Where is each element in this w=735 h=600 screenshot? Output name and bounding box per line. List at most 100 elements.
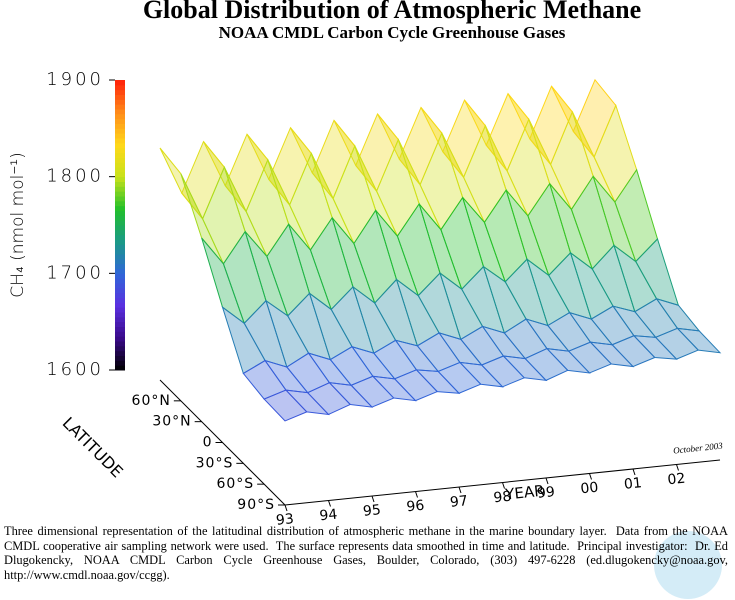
color-bar-segment	[115, 258, 125, 265]
color-bar-segment	[115, 312, 125, 318]
x-tick-label: 95	[362, 502, 381, 520]
color-bar-segment	[115, 99, 125, 105]
color-bar-segment	[115, 157, 125, 163]
color-bar-segment	[115, 254, 125, 260]
color-bar-segment	[115, 273, 125, 279]
x-tick	[415, 491, 418, 498]
color-bar-segment	[115, 287, 125, 294]
y-axis-label: LATITUDE	[59, 413, 127, 481]
z-tick-label: 1800	[46, 166, 104, 187]
x-tick-label: 99	[536, 484, 555, 502]
color-bar-segment	[115, 331, 125, 337]
z-axis-label: CH₄ (nmol mol⁻¹)	[8, 152, 28, 297]
color-bar-segment	[115, 365, 125, 371]
color-bar-segment	[115, 278, 125, 284]
x-tick-label: 94	[319, 507, 338, 525]
color-bar-segment	[115, 345, 125, 352]
color-bar-segment	[115, 297, 125, 303]
y-tick-label: 60°N	[132, 393, 171, 409]
color-bar-segment	[115, 152, 125, 158]
color-bar-segment	[115, 191, 125, 197]
color-bar-segment	[115, 142, 125, 149]
x-tick-label: 00	[580, 480, 599, 498]
x-tick	[371, 495, 375, 503]
x-tick	[284, 504, 288, 512]
color-bar-segment	[115, 123, 125, 129]
x-tick	[545, 477, 549, 485]
color-bar-segment	[115, 84, 125, 91]
y-tick-label: 30°S	[196, 455, 234, 471]
y-tick-label: 60°S	[216, 476, 254, 492]
color-bar-segment	[115, 302, 125, 308]
color-bar-segment	[115, 171, 125, 178]
color-bar-segment	[115, 336, 125, 342]
color-bar-segment	[115, 80, 125, 86]
color-bar-segment	[115, 341, 125, 347]
x-tick	[328, 500, 331, 507]
color-bar-segment	[115, 215, 125, 221]
color-bar-segment	[115, 138, 125, 144]
x-tick-label: 93	[275, 511, 294, 529]
color-bar-segment	[115, 316, 125, 323]
x-tick	[458, 486, 462, 494]
color-bar-segment	[115, 128, 125, 134]
color-bar-segment	[115, 321, 125, 327]
y-tick-label: 0	[203, 435, 213, 451]
color-bar-segment	[115, 268, 125, 274]
x-tick-label: 01	[623, 475, 642, 493]
z-tick-label: 1600	[46, 359, 104, 380]
color-bar-segment	[115, 220, 125, 226]
color-bar-segment	[115, 94, 125, 100]
color-bar-segment	[115, 147, 125, 153]
color-bar-segment	[115, 360, 125, 366]
color-bar-segment	[115, 249, 125, 255]
color-bar-segment	[115, 205, 125, 211]
x-tick	[632, 468, 636, 476]
x-tick-label: 97	[449, 493, 468, 511]
color-bar-segment	[115, 181, 125, 187]
x-tick	[589, 473, 592, 480]
color-bar-segment	[115, 186, 125, 192]
color-bar-segment	[115, 167, 125, 173]
color-bar-segment	[115, 196, 125, 202]
color-bar-segment	[115, 109, 125, 115]
annotation: October 2003	[673, 440, 724, 455]
x-tick	[502, 482, 505, 489]
y-tick-label: 30°N	[152, 414, 191, 430]
color-bar-segment	[115, 350, 125, 356]
x-tick-label: 98	[493, 489, 512, 507]
chart-title: Global Distribution of Atmospheric Metha…	[143, 0, 641, 24]
color-bar-segment	[115, 133, 125, 139]
color-bar-segment	[115, 118, 125, 124]
color-bar-segment	[115, 283, 125, 289]
color-bar-segment	[115, 229, 125, 236]
z-tick-label: 1700	[46, 262, 104, 283]
color-bar-segment	[115, 326, 125, 332]
chart-subtitle: NOAA CMDL Carbon Cycle Greenhouse Gases	[219, 23, 566, 42]
x-tick	[676, 464, 679, 471]
color-bar-segment	[115, 113, 125, 120]
color-bar-segment	[115, 162, 125, 168]
surface-cell	[263, 389, 308, 422]
x-tick-label: 96	[406, 498, 425, 516]
z-tick-label: 1900	[46, 69, 104, 90]
color-bar-segment	[115, 244, 125, 250]
color-bar-segment	[115, 263, 125, 269]
color-bar-segment	[115, 176, 125, 182]
color-bar-segment	[115, 239, 125, 245]
x-tick-label: 02	[667, 471, 686, 489]
color-bar-segment	[115, 210, 125, 216]
color-bar-segment	[115, 89, 125, 95]
color-bar-segment	[115, 292, 125, 298]
color-bar-segment	[115, 200, 125, 207]
y-tick-label: 90°S	[237, 497, 275, 513]
caption: Three dimensional representation of the …	[4, 524, 732, 582]
x-axis-label: YEAR	[503, 481, 545, 503]
color-bar-segment	[115, 104, 125, 110]
color-bar-segment	[115, 355, 125, 361]
noaa-logo	[654, 531, 722, 599]
color-bar-segment	[115, 234, 125, 240]
color-bar-segment	[115, 225, 125, 231]
